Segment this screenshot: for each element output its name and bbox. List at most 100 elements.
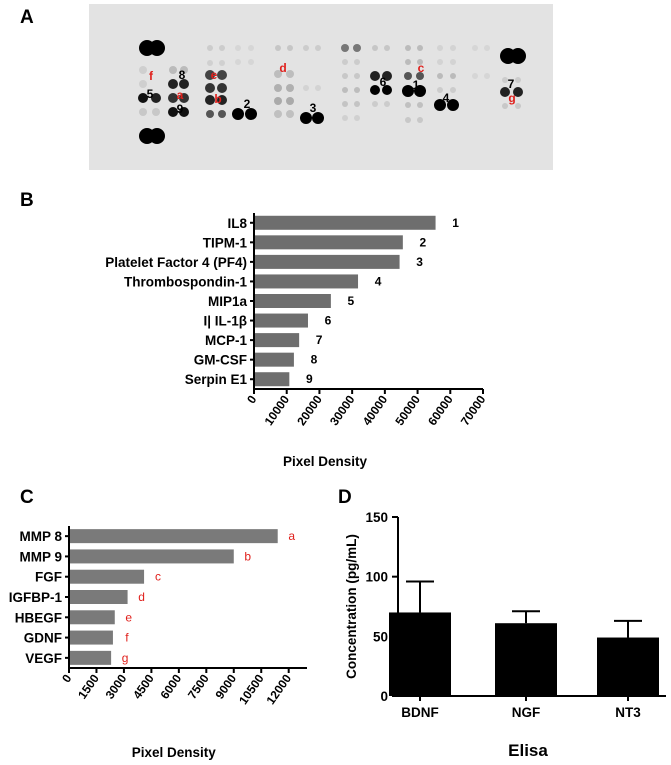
blot-label-number: 7 [508, 77, 515, 91]
blot-spot [472, 73, 478, 79]
bar [255, 294, 331, 308]
blot-spot [300, 112, 312, 124]
x-tick-label: 10500 [236, 671, 267, 707]
bar [389, 612, 451, 696]
blot-spot [417, 45, 423, 51]
blot-spot [354, 115, 360, 121]
blot-spot [447, 99, 459, 111]
blot-spot [149, 40, 165, 56]
blot-spot [405, 117, 411, 123]
blot-spot [515, 77, 521, 83]
category-label: HBEGF [15, 610, 62, 625]
blot-spot [179, 79, 189, 89]
blot-spot [205, 83, 215, 93]
blot-spot [207, 60, 213, 66]
blot-label-number: 1 [413, 78, 420, 92]
blot-spot [287, 45, 293, 51]
blot-spot [437, 73, 443, 79]
blot-spot [303, 45, 309, 51]
panel-label-d: D [338, 487, 352, 508]
blot-spot [315, 45, 321, 51]
blot-spot [353, 44, 361, 52]
category-label: NT3 [615, 705, 641, 720]
blot-label-number: 3 [310, 101, 317, 115]
blot-spot [434, 99, 446, 111]
blot-spot [205, 70, 215, 80]
x-tick-label: 70000 [458, 392, 489, 428]
bar-data-label: c [155, 570, 161, 584]
x-tick-label: 3000 [103, 671, 130, 701]
panel-label-b: B [20, 190, 34, 211]
category-label: GDNF [24, 631, 62, 646]
blot-spot [382, 71, 392, 81]
chart-d: 0 50 100 150 BDNF NGF NT3 Concentration (pg/mL)… [344, 510, 666, 760]
blot-spot [370, 85, 380, 95]
bar-data-label: 8 [311, 353, 318, 367]
blot-spot [405, 59, 411, 65]
blot-spot [168, 107, 178, 117]
blot-label-letter: c [418, 61, 425, 75]
blot-labels: 1 2 3 4 5 6 7 8 9a b c d e f g [147, 61, 516, 116]
blot-spot [372, 45, 378, 51]
bar [70, 590, 128, 604]
category-label: MCP-1 [205, 333, 247, 348]
blot-spot [219, 60, 225, 66]
panel-label-c: C [20, 487, 34, 508]
blot-spot [219, 45, 225, 51]
x-axis-title: Elisa [508, 741, 548, 760]
category-label: TIPM-1 [203, 235, 248, 250]
blot-spot [437, 87, 443, 93]
blot-label-number: 4 [443, 91, 450, 105]
bar [70, 630, 113, 645]
blot-spot [342, 87, 348, 93]
bar [70, 549, 234, 564]
blot-spot [484, 45, 490, 51]
blot-label-number: 8 [179, 68, 186, 82]
y-axis-title: Concentration (pg/mL) [344, 534, 359, 679]
category-label: NGF [512, 705, 541, 720]
bar [255, 333, 300, 348]
category-label: Serpin E1 [185, 372, 248, 387]
blot-spot [354, 101, 360, 107]
blot-spot [286, 110, 294, 118]
x-tick-label: 12000 [264, 671, 295, 707]
bar-data-label: 2 [420, 235, 427, 249]
blot-spot [286, 84, 294, 92]
blot-spot [384, 45, 390, 51]
blot-spot [450, 59, 456, 65]
bar [70, 610, 115, 625]
x-tick-label: 30000 [327, 392, 358, 428]
bar-data-label: b [244, 549, 251, 563]
blot-spot [402, 85, 414, 97]
bar-data-label: d [138, 590, 145, 604]
category-label: I| IL-1β [203, 314, 247, 329]
bar-data-label: 3 [416, 255, 423, 269]
blot-spot [405, 45, 411, 51]
blot-label-number: 9 [177, 102, 184, 116]
blot-spot [217, 83, 227, 93]
y-tick-label: 100 [365, 570, 388, 585]
blot-spot [303, 85, 309, 91]
blot-spot [384, 101, 390, 107]
bar-data-label: a [288, 529, 295, 543]
blot-spot [437, 59, 443, 65]
blot-label-number: 2 [244, 97, 251, 111]
blot-spot [139, 80, 147, 88]
bar [70, 529, 278, 544]
y-tick-label: 50 [373, 629, 388, 644]
bar [255, 235, 403, 250]
blot-spot [168, 79, 178, 89]
blot-spot [179, 93, 189, 103]
panel-label-a: A [20, 7, 34, 28]
blot-spot [149, 128, 165, 144]
bar [255, 352, 294, 367]
blot-label-number: 6 [380, 75, 387, 89]
blot-label-letter: e [211, 68, 218, 82]
x-tick-label: 9000 [212, 671, 239, 701]
chart-c: MMP 8 a MMP 9 b FGF c IGFBP-1 d HBEGF e GDNF f VEGF g… [9, 526, 307, 760]
blot-spot [274, 70, 282, 78]
category-label: VEGF [25, 651, 62, 666]
blot-spot [207, 45, 213, 51]
chart-b: IL8 1 TIPM-1 2 Platelet Factor 4 (PF4) 3 Throm… [105, 213, 489, 469]
category-label: MMP 8 [19, 529, 62, 544]
